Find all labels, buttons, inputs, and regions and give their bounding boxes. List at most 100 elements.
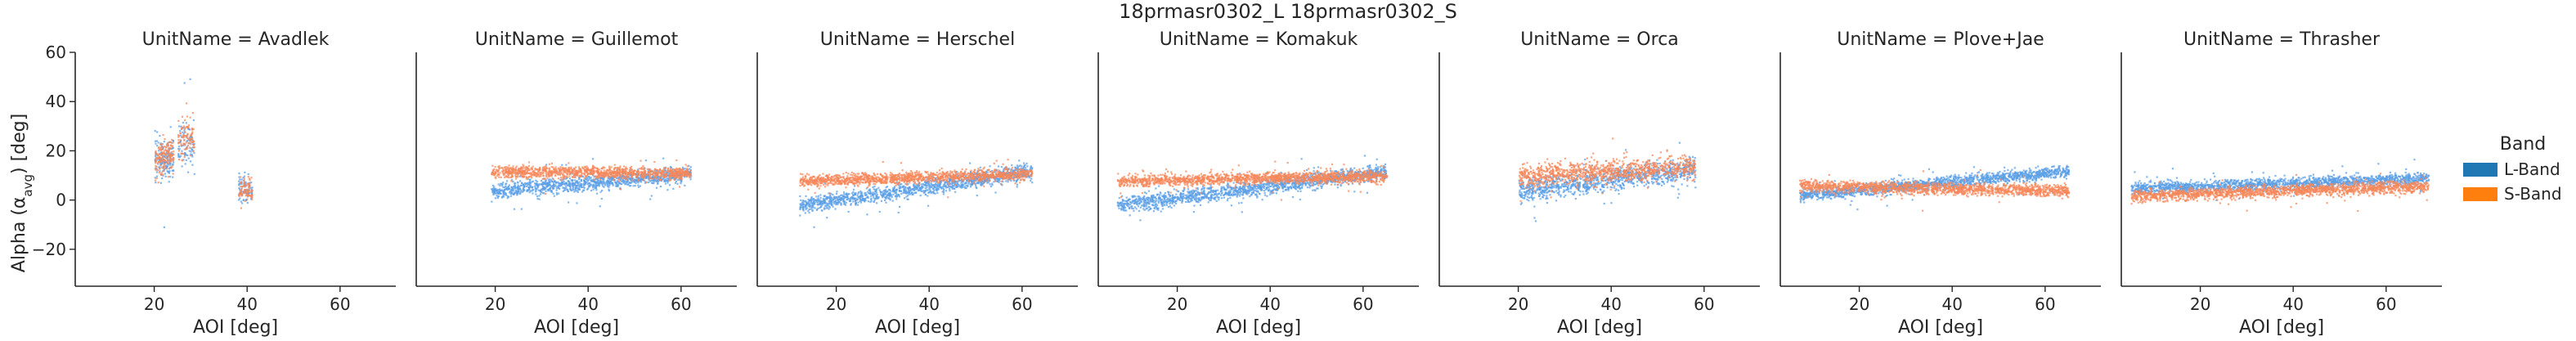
point-s-band <box>157 169 159 171</box>
point-l-band <box>568 191 569 192</box>
point-s-band <box>186 141 187 143</box>
point-s-band <box>248 176 249 177</box>
point-s-band <box>495 166 496 168</box>
point-s-band <box>646 174 648 176</box>
point-l-band <box>958 184 959 186</box>
point-s-band <box>159 154 161 155</box>
point-l-band <box>845 204 846 206</box>
point-s-band <box>599 177 600 178</box>
point-s-band <box>501 167 503 168</box>
point-s-band <box>936 180 938 182</box>
point-s-band <box>251 190 253 191</box>
point-l-band <box>809 212 810 213</box>
point-s-band <box>616 173 617 174</box>
point-s-band <box>622 172 623 173</box>
point-s-band <box>631 171 633 173</box>
point-s-band <box>882 176 883 177</box>
point-l-band <box>836 193 837 195</box>
point-s-band <box>539 167 541 168</box>
point-l-band <box>603 178 604 180</box>
point-l-band <box>1010 180 1012 182</box>
point-l-band <box>1016 181 1017 182</box>
point-l-band <box>952 185 954 186</box>
point-l-band <box>828 197 830 199</box>
point-l-band <box>608 186 609 188</box>
point-s-band <box>183 143 185 145</box>
point-l-band <box>669 184 671 186</box>
point-l-band <box>191 155 193 157</box>
point-l-band <box>904 197 905 199</box>
point-s-band <box>900 162 902 164</box>
point-s-band <box>545 175 547 177</box>
point-s-band <box>940 173 942 175</box>
point-l-band <box>680 182 681 184</box>
point-s-band <box>648 174 649 176</box>
point-s-band <box>690 173 692 174</box>
point-s-band <box>597 173 599 174</box>
point-l-band <box>561 181 563 182</box>
point-l-band <box>247 202 249 204</box>
point-s-band <box>156 153 158 155</box>
point-l-band <box>538 190 540 191</box>
point-s-band <box>155 180 156 182</box>
point-l-band <box>601 184 603 186</box>
point-s-band <box>916 170 918 172</box>
point-s-band <box>825 178 827 180</box>
point-l-band <box>523 184 524 186</box>
point-l-band <box>828 209 829 210</box>
point-l-band <box>173 169 174 171</box>
point-s-band <box>247 191 249 192</box>
point-l-band <box>569 188 571 190</box>
point-l-band <box>502 186 504 188</box>
point-l-band <box>542 182 544 183</box>
point-l-band <box>244 172 245 173</box>
point-l-band <box>1030 165 1032 167</box>
point-s-band <box>580 168 581 170</box>
point-l-band <box>937 189 939 191</box>
point-s-band <box>192 128 194 130</box>
point-l-band <box>554 180 556 182</box>
point-l-band <box>1031 168 1033 170</box>
point-s-band <box>626 177 628 178</box>
point-l-band <box>545 164 547 165</box>
x-tick-label: 60 <box>330 294 350 314</box>
point-l-band <box>822 203 824 204</box>
point-l-band <box>978 182 980 183</box>
point-s-band <box>851 172 853 173</box>
x-tick-label: 60 <box>671 294 691 314</box>
point-s-band <box>497 171 499 173</box>
point-l-band <box>635 185 636 186</box>
point-l-band <box>949 190 950 191</box>
point-l-band <box>895 194 897 195</box>
point-l-band <box>160 182 162 184</box>
point-s-band <box>610 174 612 176</box>
point-s-band <box>162 134 164 136</box>
point-l-band <box>536 198 538 200</box>
point-l-band <box>838 201 840 203</box>
point-s-band <box>596 168 598 169</box>
point-l-band <box>927 192 929 194</box>
point-s-band <box>248 195 249 196</box>
point-s-band <box>575 167 577 168</box>
point-l-band <box>185 163 186 164</box>
point-l-band <box>846 196 848 198</box>
point-s-band <box>159 164 161 166</box>
point-s-band <box>584 166 586 168</box>
point-l-band <box>824 195 825 197</box>
point-l-band <box>998 165 999 167</box>
point-l-band <box>662 158 664 159</box>
point-l-band <box>561 185 563 186</box>
point-s-band <box>878 178 880 180</box>
point-l-band <box>868 192 869 194</box>
point-s-band <box>177 142 179 144</box>
point-s-band <box>689 170 691 172</box>
point-l-band <box>252 186 254 188</box>
point-l-band <box>972 182 973 184</box>
point-l-band <box>913 190 915 191</box>
point-l-band <box>535 188 536 190</box>
panel-title: UnitName = Guillemot <box>475 29 679 50</box>
point-l-band <box>633 185 635 186</box>
point-l-band <box>824 209 825 210</box>
point-l-band <box>824 205 826 207</box>
